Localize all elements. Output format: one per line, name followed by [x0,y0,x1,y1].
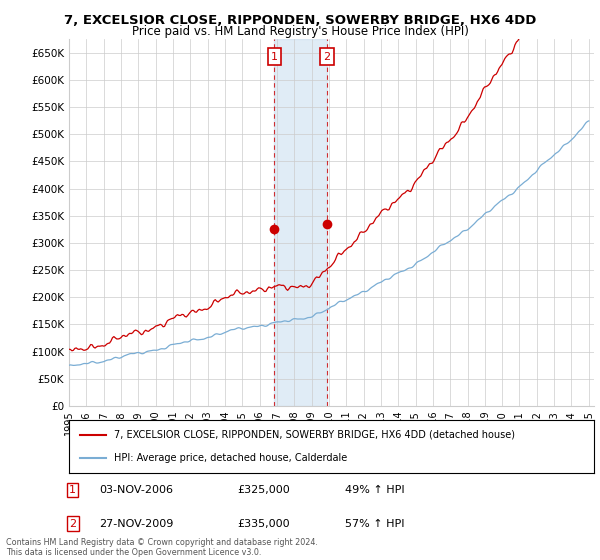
Text: 1: 1 [69,485,76,495]
Text: HPI: Average price, detached house, Calderdale: HPI: Average price, detached house, Cald… [113,453,347,463]
Text: 03-NOV-2006: 03-NOV-2006 [99,485,173,495]
Text: £335,000: £335,000 [237,519,290,529]
Text: 7, EXCELSIOR CLOSE, RIPPONDEN, SOWERBY BRIDGE, HX6 4DD (detached house): 7, EXCELSIOR CLOSE, RIPPONDEN, SOWERBY B… [113,430,515,440]
Text: Price paid vs. HM Land Registry's House Price Index (HPI): Price paid vs. HM Land Registry's House … [131,25,469,38]
Bar [274,39,327,406]
Text: 49% ↑ HPI: 49% ↑ HPI [345,485,404,495]
Text: 2: 2 [323,52,331,62]
Text: Contains HM Land Registry data © Crown copyright and database right 2024.
This d: Contains HM Land Registry data © Crown c… [6,538,318,557]
Text: 2: 2 [69,519,76,529]
Text: 1: 1 [271,52,278,62]
Text: 7, EXCELSIOR CLOSE, RIPPONDEN, SOWERBY BRIDGE, HX6 4DD: 7, EXCELSIOR CLOSE, RIPPONDEN, SOWERBY B… [64,14,536,27]
Text: £325,000: £325,000 [237,485,290,495]
Text: 57% ↑ HPI: 57% ↑ HPI [345,519,404,529]
Text: 27-NOV-2009: 27-NOV-2009 [99,519,173,529]
